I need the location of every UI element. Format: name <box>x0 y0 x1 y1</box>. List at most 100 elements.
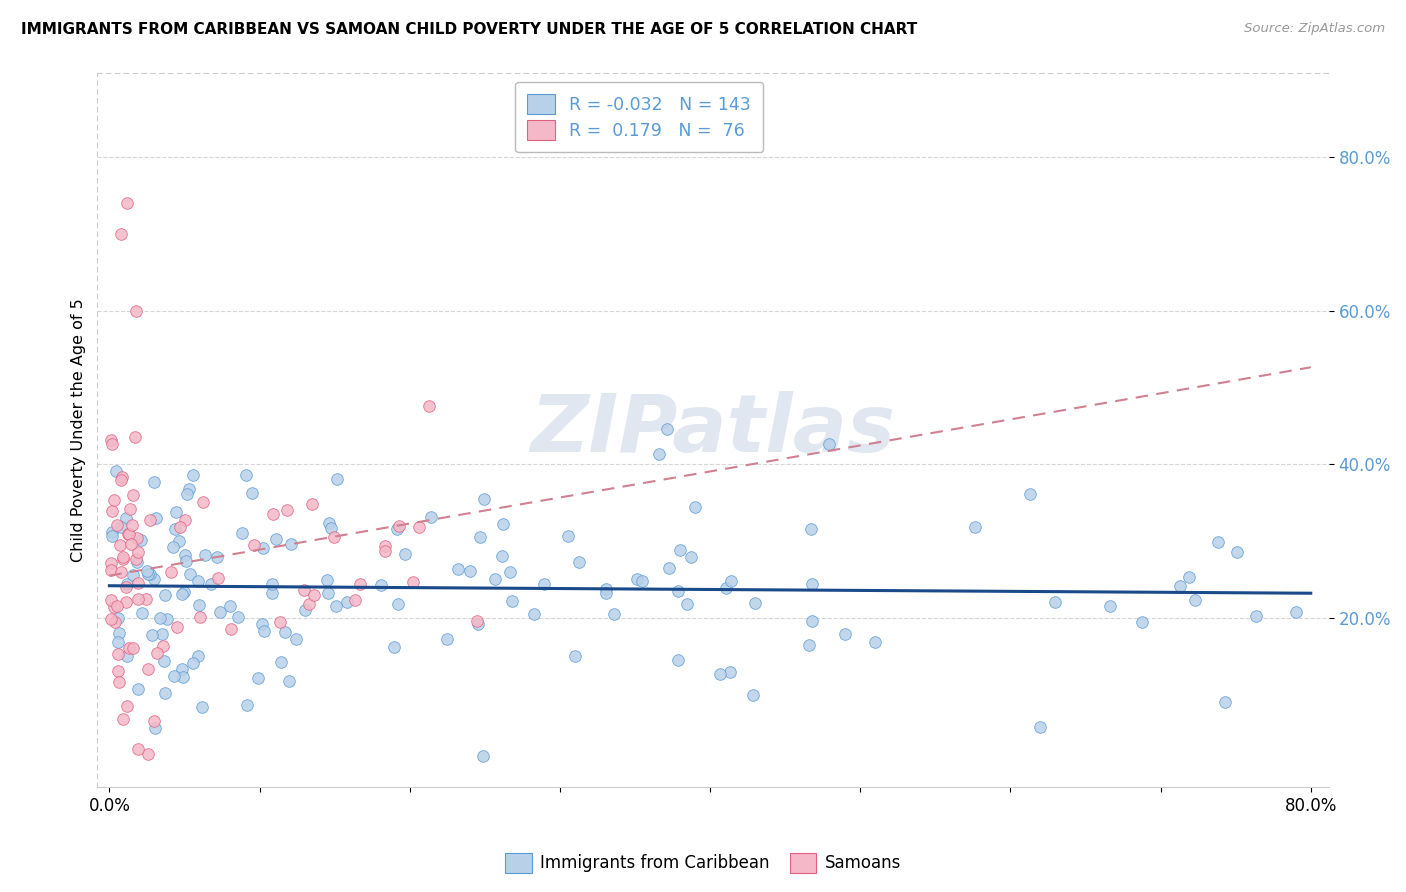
Point <box>188 610 211 624</box>
Point <box>533 577 555 591</box>
Point <box>104 464 127 478</box>
Point <box>108 626 131 640</box>
Legend: R = -0.032   N = 143, R =  0.179   N =  76: R = -0.032 N = 143, R = 0.179 N = 76 <box>516 82 763 153</box>
Point <box>720 574 742 588</box>
Point <box>120 537 142 551</box>
Point <box>557 529 579 543</box>
Point <box>125 552 148 566</box>
Point <box>236 698 259 712</box>
Point <box>231 526 253 541</box>
Point <box>146 646 169 660</box>
Point <box>1226 545 1249 559</box>
Point <box>135 564 157 578</box>
Point <box>187 574 209 588</box>
Point <box>160 565 183 579</box>
Point <box>568 555 591 569</box>
Point <box>863 635 886 649</box>
Point <box>349 577 371 591</box>
Point <box>834 627 856 641</box>
Point <box>107 647 129 661</box>
Point <box>243 538 266 552</box>
Point <box>388 519 411 533</box>
Point <box>280 537 302 551</box>
Point <box>294 603 316 617</box>
Point <box>127 575 149 590</box>
Point <box>156 612 179 626</box>
Point <box>127 592 149 607</box>
Point <box>465 615 488 629</box>
Point <box>111 552 134 566</box>
Point <box>117 196 139 211</box>
Point <box>105 599 128 614</box>
Point <box>284 632 307 646</box>
Point <box>101 529 124 543</box>
Point <box>131 606 153 620</box>
Point <box>139 566 162 581</box>
Point <box>170 587 193 601</box>
Point <box>187 598 209 612</box>
Point <box>718 665 741 680</box>
Point <box>169 519 191 533</box>
Point <box>326 471 349 485</box>
Point <box>174 548 197 562</box>
Point <box>260 577 283 591</box>
Point <box>382 640 405 654</box>
Point <box>179 567 201 582</box>
Point <box>681 549 703 564</box>
Point <box>797 638 820 652</box>
Text: IMMIGRANTS FROM CARIBBEAN VS SAMOAN CHILD POVERTY UNDER THE AGE OF 5 CORRELATION: IMMIGRANTS FROM CARIBBEAN VS SAMOAN CHIL… <box>21 22 917 37</box>
Point <box>115 577 138 591</box>
Point <box>319 521 342 535</box>
Point <box>458 564 481 578</box>
Point <box>108 538 131 552</box>
Point <box>162 540 184 554</box>
Point <box>142 475 165 490</box>
Point <box>125 304 148 318</box>
Point <box>394 547 416 561</box>
Point <box>187 648 209 663</box>
Point <box>1244 608 1267 623</box>
Point <box>292 582 315 597</box>
Point <box>374 543 396 558</box>
Point <box>298 597 321 611</box>
Point <box>122 488 145 502</box>
Point <box>100 434 122 448</box>
Point <box>173 584 195 599</box>
Point <box>1206 534 1229 549</box>
Point <box>253 624 276 638</box>
Point <box>472 491 495 506</box>
Point <box>103 493 125 508</box>
Point <box>714 581 737 595</box>
Point <box>112 549 135 564</box>
Point <box>111 712 134 726</box>
Point <box>226 610 249 624</box>
Point <box>121 641 143 656</box>
Point <box>115 698 138 713</box>
Point <box>484 572 506 586</box>
Point <box>118 640 141 655</box>
Legend: Immigrants from Caribbean, Samoans: Immigrants from Caribbean, Samoans <box>498 847 908 880</box>
Point <box>125 531 148 545</box>
Point <box>181 467 204 482</box>
Point <box>219 622 242 636</box>
Point <box>100 612 122 626</box>
Point <box>595 582 617 596</box>
Point <box>111 470 134 484</box>
Point <box>167 534 190 549</box>
Point <box>165 504 187 518</box>
Point <box>374 539 396 553</box>
Point <box>669 543 692 558</box>
Point <box>316 586 339 600</box>
Point <box>219 599 242 613</box>
Point <box>105 517 128 532</box>
Point <box>155 589 177 603</box>
Point <box>666 653 689 667</box>
Point <box>270 656 292 670</box>
Point <box>1098 599 1121 613</box>
Point <box>447 562 470 576</box>
Point <box>260 585 283 599</box>
Point <box>100 504 122 518</box>
Point <box>181 656 204 670</box>
Point <box>408 520 430 534</box>
Point <box>101 524 124 539</box>
